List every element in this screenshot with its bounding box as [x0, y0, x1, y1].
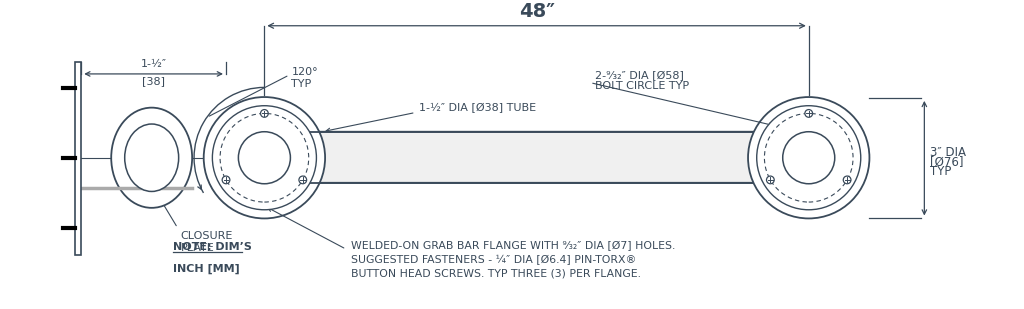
Circle shape: [749, 97, 869, 218]
Text: TYP: TYP: [292, 78, 311, 89]
Text: CLOSURE: CLOSURE: [180, 231, 232, 241]
Text: TYP: TYP: [930, 165, 951, 178]
Text: 1-½″: 1-½″: [140, 59, 167, 69]
Text: 48″: 48″: [518, 2, 555, 21]
Circle shape: [260, 110, 268, 117]
Circle shape: [212, 106, 316, 210]
Text: 1-½″ DIA [Ø38] TUBE: 1-½″ DIA [Ø38] TUBE: [419, 103, 536, 113]
Circle shape: [204, 97, 325, 218]
Circle shape: [757, 106, 861, 210]
Bar: [75, 62, 81, 255]
Circle shape: [222, 176, 229, 184]
Ellipse shape: [125, 124, 178, 192]
Text: INCH [MM]: INCH [MM]: [173, 264, 240, 274]
Circle shape: [843, 176, 851, 184]
Circle shape: [782, 132, 835, 184]
Text: [38]: [38]: [142, 76, 165, 86]
Ellipse shape: [112, 108, 193, 208]
FancyBboxPatch shape: [264, 132, 809, 183]
Text: 120°: 120°: [292, 67, 318, 77]
Text: SUGGESTED FASTENERS - ¼″ DIA [Ø6.4] PIN-TORX®: SUGGESTED FASTENERS - ¼″ DIA [Ø6.4] PIN-…: [351, 255, 637, 265]
Circle shape: [767, 176, 774, 184]
Text: PLATE: PLATE: [180, 243, 214, 253]
Text: BUTTON HEAD SCREWS. TYP THREE (3) PER FLANGE.: BUTTON HEAD SCREWS. TYP THREE (3) PER FL…: [351, 269, 641, 278]
Text: 2-⁹⁄₃₂″ DIA [Ø58]: 2-⁹⁄₃₂″ DIA [Ø58]: [595, 70, 684, 81]
Text: NOTE: DIM’S: NOTE: DIM’S: [173, 242, 252, 252]
Text: [Ø76]: [Ø76]: [930, 154, 964, 167]
Text: BOLT CIRCLE TYP: BOLT CIRCLE TYP: [595, 81, 689, 91]
Circle shape: [805, 110, 813, 117]
Text: 3″ DIA: 3″ DIA: [930, 146, 966, 159]
Circle shape: [239, 132, 291, 184]
Text: WELDED-ON GRAB BAR FLANGE WITH ⁹⁄₃₂″ DIA [Ø7] HOLES.: WELDED-ON GRAB BAR FLANGE WITH ⁹⁄₃₂″ DIA…: [351, 241, 676, 251]
Circle shape: [299, 176, 306, 184]
